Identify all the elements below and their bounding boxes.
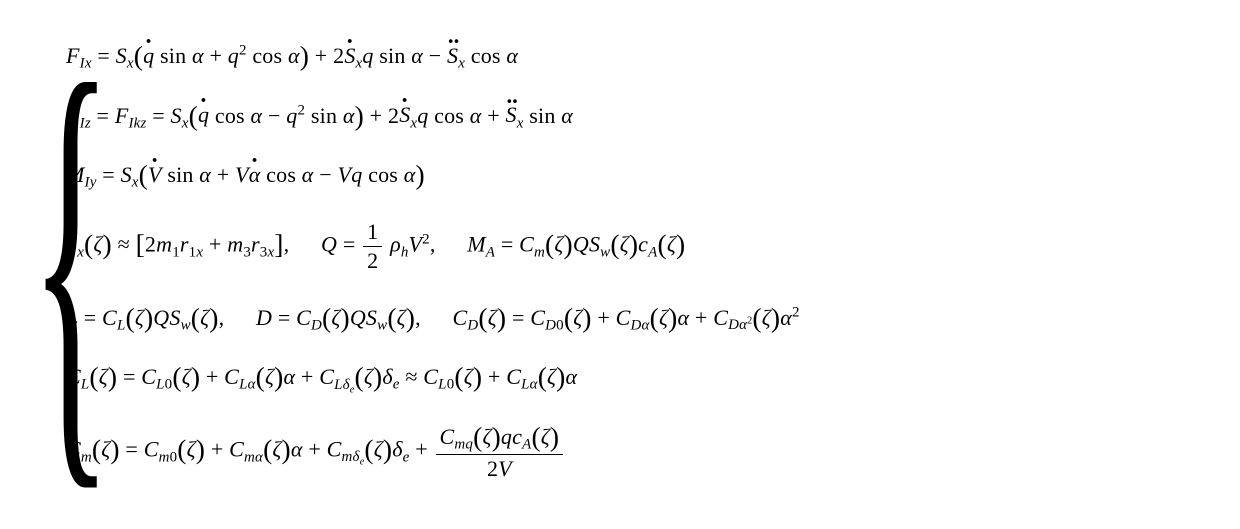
left-brace: {: [30, 12, 40, 502]
equation-system: { FIx = Sx(q sin α + q2 cos α) + 2Sxq si…: [30, 20, 1210, 502]
equation-1: FIx = Sx(q sin α + q2 cos α) + 2Sxq sin …: [66, 40, 800, 72]
equation-3: MIy = Sx(V sin α + Vα cos α − Vq cos α): [66, 159, 800, 191]
equation-2: FIz = FIkz = Sx(q cos α − q2 sin α) + 2S…: [66, 100, 800, 132]
equation-7: Cm(ζ) = Cm0(ζ) + Cmα(ζ)α + Cmδe(ζ)δe + C…: [66, 421, 800, 482]
equation-4: Sx(ζ) ≈ [2m1r1x + m3r3x], Q = 12 ρhV2, M…: [66, 219, 800, 274]
equation-5: L = CL(ζ)QSw(ζ), D = CD(ζ)QSw(ζ), CD(ζ) …: [66, 302, 800, 334]
frac-den: 2: [367, 248, 378, 273]
frac-num: 1: [367, 219, 378, 244]
equation-list: FIx = Sx(q sin α + q2 cos α) + 2Sxq sin …: [66, 20, 800, 502]
fraction-half: 12: [363, 219, 382, 274]
equation-6: CL(ζ) = CL0(ζ) + CLα(ζ)α + CLδe(ζ)δe ≈ C…: [66, 361, 800, 393]
fraction-cmq: Cmq(ζ)qcA(ζ) 2V: [436, 421, 564, 482]
